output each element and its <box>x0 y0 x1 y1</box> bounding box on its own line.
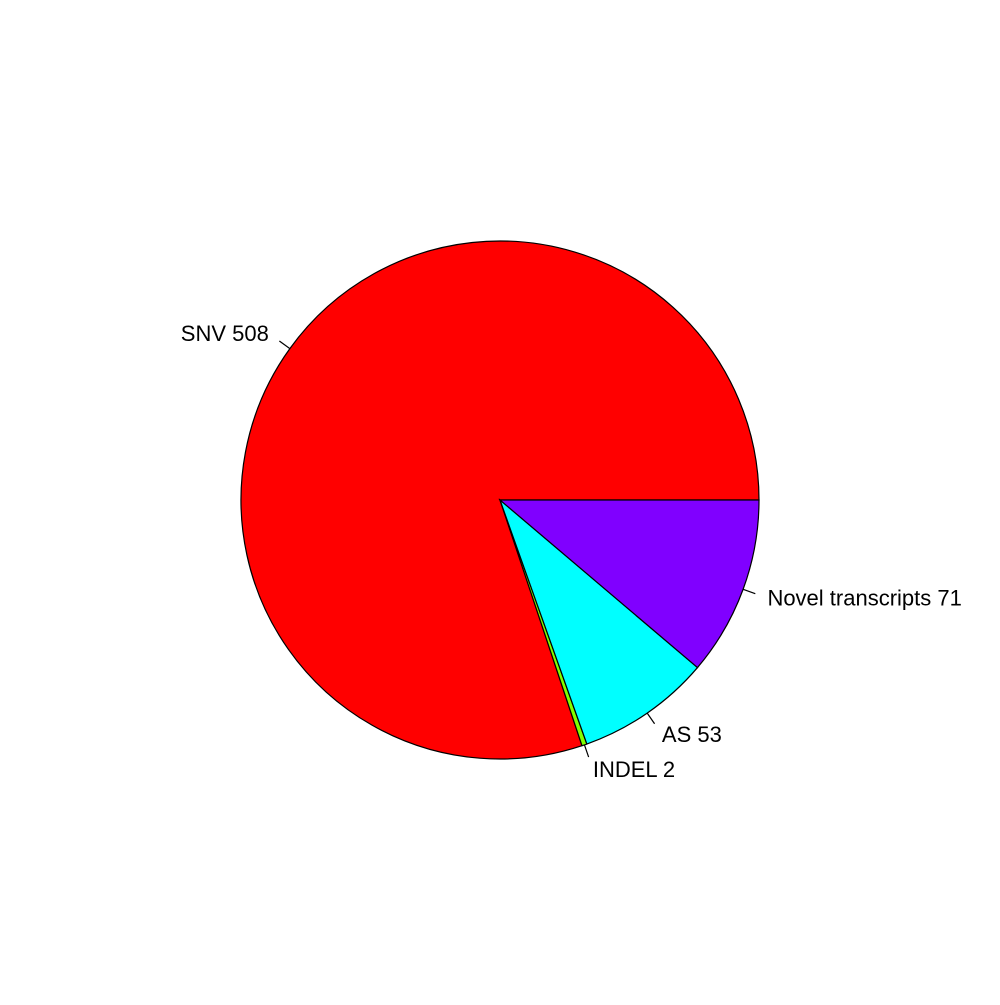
leader-line-0 <box>279 340 291 350</box>
slice-label-0: SNV 508 <box>181 321 269 346</box>
leader-line-1 <box>583 744 590 758</box>
leader-line-3 <box>742 588 756 595</box>
label-leader-lines <box>279 340 756 758</box>
slice-label-1: INDEL 2 <box>593 757 675 782</box>
pie-slices <box>240 240 760 760</box>
pie-slice-2 <box>498 498 699 745</box>
slice-label-2: AS 53 <box>662 722 722 747</box>
leader-line-2 <box>646 712 656 725</box>
slice-label-3: Novel transcripts 71 <box>767 586 961 611</box>
slice-labels: SNV 508 INDEL 2 AS 53 Novel transcripts 71 <box>181 321 962 782</box>
